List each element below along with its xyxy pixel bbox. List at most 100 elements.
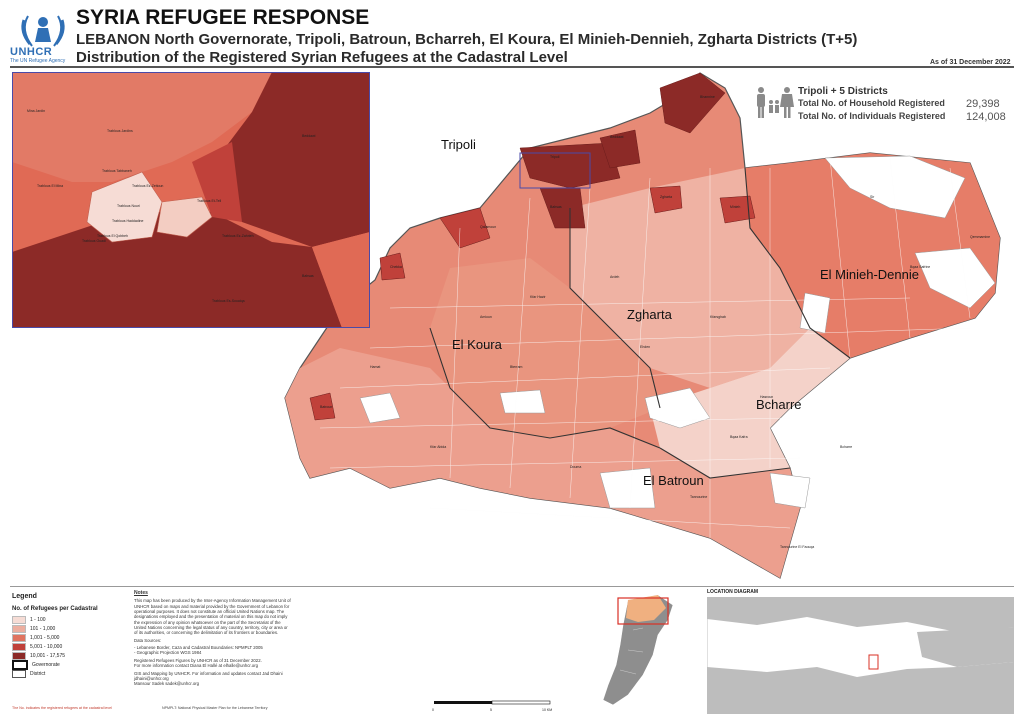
- legend-swatch: [12, 624, 26, 633]
- legend-swatch: [12, 633, 26, 642]
- svg-text:Chekka: Chekka: [390, 265, 402, 269]
- svg-text:Zgharta: Zgharta: [660, 195, 672, 199]
- no-data-patch-3: [799, 292, 831, 334]
- scale-zero: 0: [432, 708, 434, 712]
- legend-swatch: [12, 615, 26, 624]
- bcharre-area: [650, 328, 850, 478]
- svg-text:Qalamoun: Qalamoun: [480, 225, 496, 229]
- svg-text:Bcharre: Bcharre: [840, 445, 852, 449]
- legend-label: 10,001 - 17,575: [30, 652, 66, 659]
- svg-text:Douma: Douma: [570, 465, 581, 469]
- legend-swatch: [12, 642, 26, 651]
- individuals-value: 124,008: [966, 111, 1006, 123]
- svg-text:Trablous Haddadine: Trablous Haddadine: [112, 219, 143, 223]
- inset-dark-east: [212, 72, 370, 247]
- inset-extent-box[interactable]: [519, 152, 591, 189]
- location-diagram-title: LOCATION DIAGRAM: [707, 589, 759, 595]
- inset-mid-2: [312, 232, 370, 328]
- district-label-koura: El Koura: [452, 337, 502, 352]
- boundary-bcharre: [659, 447, 791, 479]
- svg-text:Tannourine El Faouqa: Tannourine El Faouqa: [780, 545, 814, 549]
- batroun-area: [285, 348, 800, 578]
- svg-text:Ardeh: Ardeh: [610, 275, 619, 279]
- no-data-patch-8: [499, 389, 546, 414]
- boundary-minieh-zgharta: [744, 167, 851, 359]
- scale-end: 10 KM: [542, 708, 552, 712]
- individuals-label: Total No. of Individuals Registered: [798, 111, 946, 121]
- qalamoun-cadastral: [439, 207, 491, 249]
- koura-area: [430, 258, 660, 438]
- map-description: Distribution of the Registered Syrian Re…: [76, 49, 568, 66]
- notes-gis: GIS and Mapping by UNHCR. For informatio…: [134, 670, 283, 681]
- batroun-coast-cadastral: [309, 392, 336, 421]
- tripoli-inset-map[interactable]: Mina Jardin Trablous Jardins Beddawi Trabl…: [12, 72, 370, 328]
- svg-text:Sir: Sir: [870, 195, 875, 199]
- notes-sources-heading: Data Sources:: [134, 637, 162, 643]
- svg-text:Amioun: Amioun: [480, 315, 492, 319]
- inset-coast-area: [12, 72, 272, 182]
- svg-text:Trablous Ouadi: Trablous Ouadi: [82, 239, 106, 243]
- legend-row: 1,001 - 5,000: [12, 633, 130, 642]
- svg-text:Bahsas: Bahsas: [550, 205, 562, 209]
- as-of-date: As of 31 December 2022: [930, 59, 1011, 66]
- svg-text:Bahsas: Bahsas: [302, 274, 314, 278]
- family-icon: [757, 87, 794, 118]
- district-label-tripoli: Tripoli: [441, 137, 476, 152]
- legend: Legend No. of Refugees per Cadastral 1 -…: [12, 593, 130, 678]
- notes-contact: For more information contact Diana El Ha…: [134, 663, 259, 669]
- no-data-patch-5: [599, 467, 656, 509]
- no-data-patch-4: [644, 387, 711, 429]
- inset-light-cadastral-2: [156, 196, 213, 238]
- footer-acronym: NPMPLT: National Physical Master Plan fo…: [162, 706, 268, 710]
- svg-text:Bhannine: Bhannine: [700, 95, 715, 99]
- boundary-zgharta-koura: [569, 208, 661, 409]
- legend-label: 101 - 1,000: [30, 625, 56, 632]
- svg-text:Kfar Abida: Kfar Abida: [430, 445, 446, 449]
- stats-heading: Tripoli + 5 Districts: [798, 86, 888, 97]
- svg-text:Trablous El Mina: Trablous El Mina: [37, 184, 63, 188]
- svg-text:Kfarsghab: Kfarsghab: [710, 315, 726, 319]
- no-data-patch-6: [359, 392, 401, 424]
- svg-text:Bqaa Safrine: Bqaa Safrine: [910, 265, 930, 269]
- district-swatch: [12, 669, 26, 678]
- district-label-batroun: El Batroun: [643, 473, 704, 488]
- svg-text:Trablous Ez-Zeitoun: Trablous Ez-Zeitoun: [132, 184, 163, 188]
- legend-label: 1,001 - 5,000: [30, 634, 60, 641]
- legend-title: Legend: [12, 593, 37, 600]
- svg-text:Trablous Nouri: Trablous Nouri: [117, 204, 140, 208]
- no-data-patch-7: [769, 472, 811, 509]
- district-label-bcharre: Bcharre: [756, 397, 802, 412]
- unhcr-logo: [21, 15, 65, 47]
- notes-disclaimer: This map has been produced by the Inter-…: [134, 598, 291, 636]
- minieh-inland-cadastral: [719, 195, 756, 224]
- svg-text:Hasroun: Hasroun: [760, 395, 773, 399]
- svg-text:Minieh: Minieh: [730, 205, 740, 209]
- svg-text:Mina Jardin: Mina Jardin: [27, 109, 45, 113]
- notes-panel: Notes This map has been produced by the …: [134, 590, 292, 689]
- notes-title: Notes: [134, 590, 148, 596]
- district-label-zgharta: Zgharta: [627, 307, 672, 322]
- legend-governorate: Governorate: [32, 661, 60, 668]
- legend-label: 5,001 - 10,000: [30, 643, 63, 650]
- stats-panel: Tripoli + 5 Districts Total No. of House…: [757, 86, 1006, 123]
- legend-row: 10,001 - 17,575: [12, 651, 130, 660]
- page-subtitle: LEBANON North Governorate, Tripoli, Batr…: [76, 31, 858, 48]
- tripoli-core: [519, 142, 621, 189]
- scale-mid: 5: [490, 708, 492, 712]
- logo-subtext: The UN Refugee Agency: [10, 58, 66, 64]
- svg-text:Trablous Jardins: Trablous Jardins: [107, 129, 133, 133]
- svg-text:Tripoli: Tripoli: [550, 155, 560, 159]
- legend-row: 5,001 - 10,000: [12, 642, 130, 651]
- svg-text:Trablous El Qobbeh: Trablous El Qobbeh: [97, 234, 128, 238]
- inset-light-cadastral: [86, 171, 163, 243]
- main-map[interactable]: Bhannine Beddawi Tripoli Qalamoun Chekka Bat…: [10, 68, 1014, 584]
- zgharta-area: [570, 168, 810, 388]
- notes-gis-2: Mansour Sadek sadek@unhcr.org: [134, 681, 200, 687]
- svg-text:Bqaa Kafra: Bqaa Kafra: [730, 435, 748, 439]
- households-label: Total No. of Household Registered: [798, 98, 945, 108]
- lebanon-overview-map: [602, 594, 674, 706]
- svg-text:Hamat: Hamat: [370, 365, 380, 369]
- svg-text:Kfar Hazir: Kfar Hazir: [530, 295, 546, 299]
- governorate-swatch: [12, 659, 28, 670]
- svg-text:Qemmamine: Qemmamine: [970, 235, 990, 239]
